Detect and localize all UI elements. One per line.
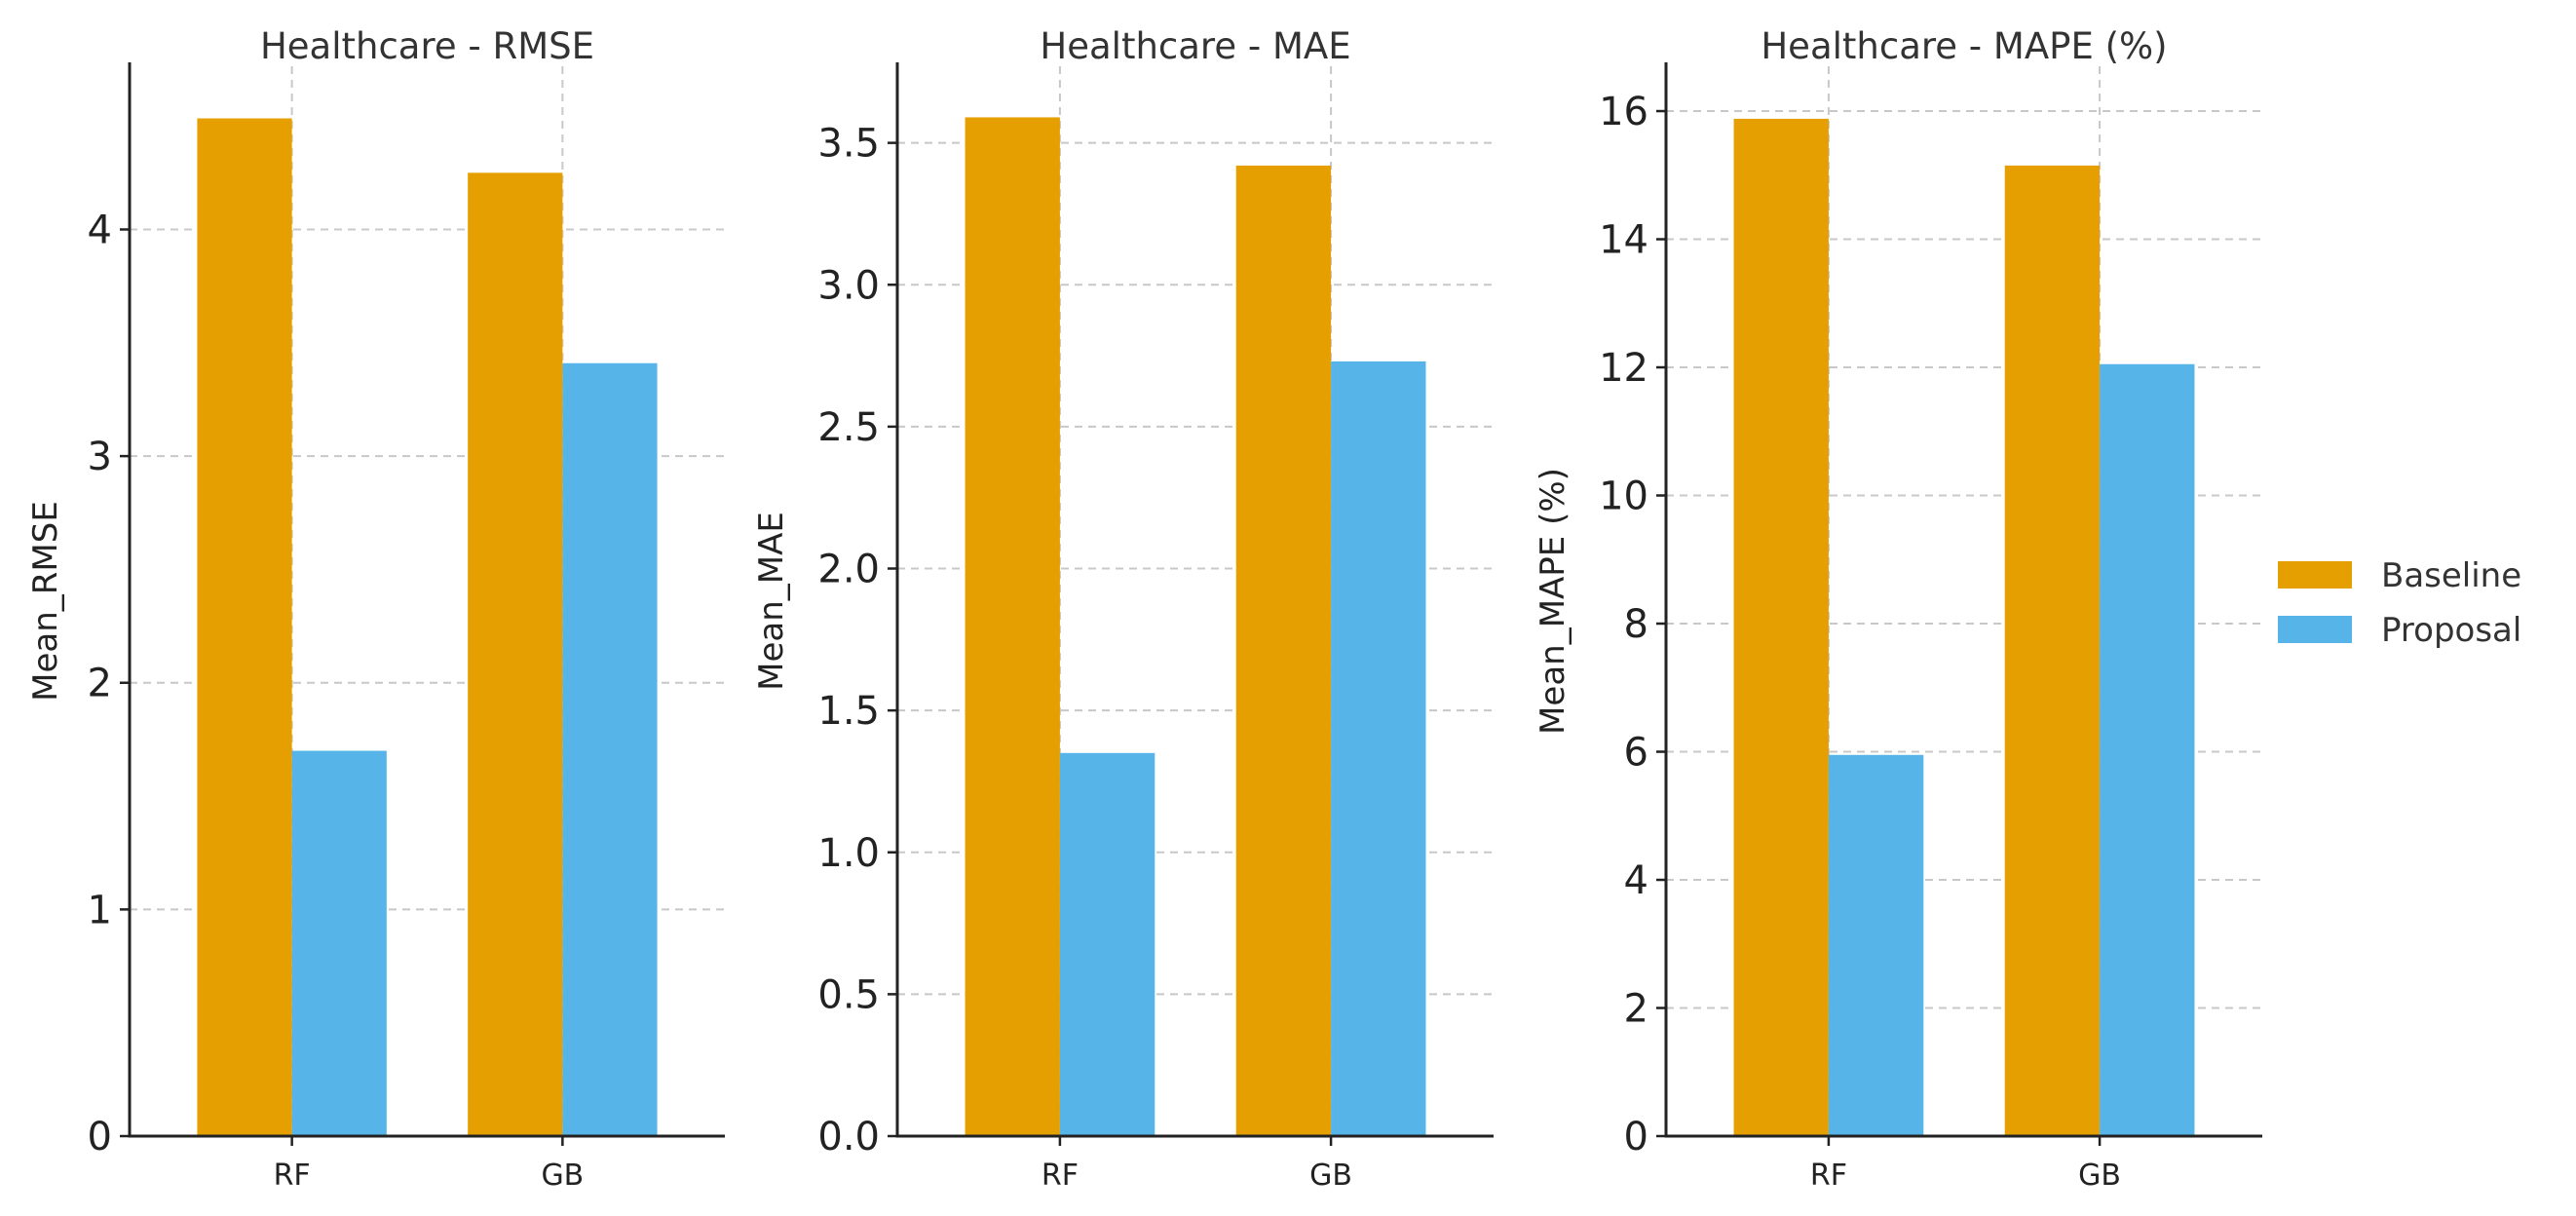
y-tick-label: 3.0 bbox=[817, 263, 880, 308]
y-axis-label: Mean_RMSE bbox=[26, 501, 65, 702]
bar-proposal-gb bbox=[562, 362, 658, 1136]
y-tick-label: 1.5 bbox=[817, 689, 880, 734]
y-tick-label: 2.5 bbox=[817, 405, 880, 450]
y-tick-label: 1.0 bbox=[817, 831, 880, 876]
legend-label-proposal: Proposal bbox=[2381, 611, 2521, 650]
bar-proposal-gb bbox=[2100, 363, 2195, 1136]
y-tick-label: 8 bbox=[1624, 602, 1648, 647]
y-tick-label: 2 bbox=[1624, 987, 1648, 1032]
bar-baseline-rf bbox=[965, 117, 1060, 1136]
y-tick-label: 14 bbox=[1599, 218, 1648, 263]
legend-swatch-proposal bbox=[2278, 616, 2352, 643]
bar-proposal-rf bbox=[1828, 754, 1924, 1136]
y-tick-label: 0 bbox=[1624, 1115, 1648, 1159]
x-tick-label: RF bbox=[1042, 1159, 1079, 1193]
chart-rmse: 0 1 2 3 4 RF GB Healthcare - RMSE Mean_RMSE bbox=[26, 25, 725, 1193]
y-tick-label: 1 bbox=[88, 888, 112, 932]
y-tick-label: 2 bbox=[88, 662, 112, 706]
chart-title: Healthcare - MAE bbox=[1040, 25, 1350, 67]
y-tick-label: 0.0 bbox=[817, 1115, 880, 1159]
bar-baseline-rf bbox=[197, 118, 292, 1136]
chart-mape: 0 2 4 6 8 10 12 14 16 RF GB Healthcare - MAPE (%) Me… bbox=[1534, 25, 2262, 1193]
x-tick-label: GB bbox=[1309, 1159, 1352, 1193]
bar-baseline-rf bbox=[1733, 118, 1829, 1136]
y-tick-label: 3 bbox=[88, 435, 112, 479]
bar-baseline-gb bbox=[468, 172, 563, 1137]
y-tick-label: 2.0 bbox=[817, 548, 880, 592]
bar-baseline-gb bbox=[2004, 165, 2101, 1137]
x-tick-label: GB bbox=[2078, 1159, 2121, 1193]
legend: Baseline Proposal bbox=[2278, 556, 2521, 650]
y-axis-label: Mean_MAE bbox=[752, 512, 791, 691]
bar-proposal-gb bbox=[1331, 361, 1426, 1136]
y-tick-label: 10 bbox=[1599, 475, 1648, 519]
bar-proposal-rf bbox=[1059, 752, 1155, 1136]
chart-title: Healthcare - RMSE bbox=[260, 25, 594, 67]
y-tick-label: 4 bbox=[88, 208, 112, 252]
y-tick-label: 0.5 bbox=[817, 972, 880, 1017]
bar-baseline-gb bbox=[1235, 165, 1332, 1136]
y-tick-label: 12 bbox=[1599, 346, 1648, 391]
y-axis-label: Mean_MAPE (%) bbox=[1534, 468, 1572, 735]
x-tick-label: GB bbox=[541, 1159, 584, 1193]
y-tick-label: 3.5 bbox=[817, 122, 880, 167]
x-tick-label: RF bbox=[274, 1159, 311, 1193]
y-tick-label: 16 bbox=[1599, 90, 1648, 134]
y-tick-label: 4 bbox=[1624, 858, 1648, 903]
legend-swatch-baseline bbox=[2278, 561, 2352, 589]
y-tick-label: 0 bbox=[88, 1115, 112, 1159]
chart-mae: 0.0 0.5 1.0 1.5 2.0 2.5 3.0 3.5 RF GB Healthcare -… bbox=[752, 25, 1494, 1193]
chart-title: Healthcare - MAPE (%) bbox=[1761, 25, 2167, 67]
legend-label-baseline: Baseline bbox=[2381, 556, 2521, 595]
x-tick-label: RF bbox=[1810, 1159, 1847, 1193]
y-tick-label: 6 bbox=[1624, 731, 1648, 776]
bar-proposal-rf bbox=[291, 750, 387, 1136]
